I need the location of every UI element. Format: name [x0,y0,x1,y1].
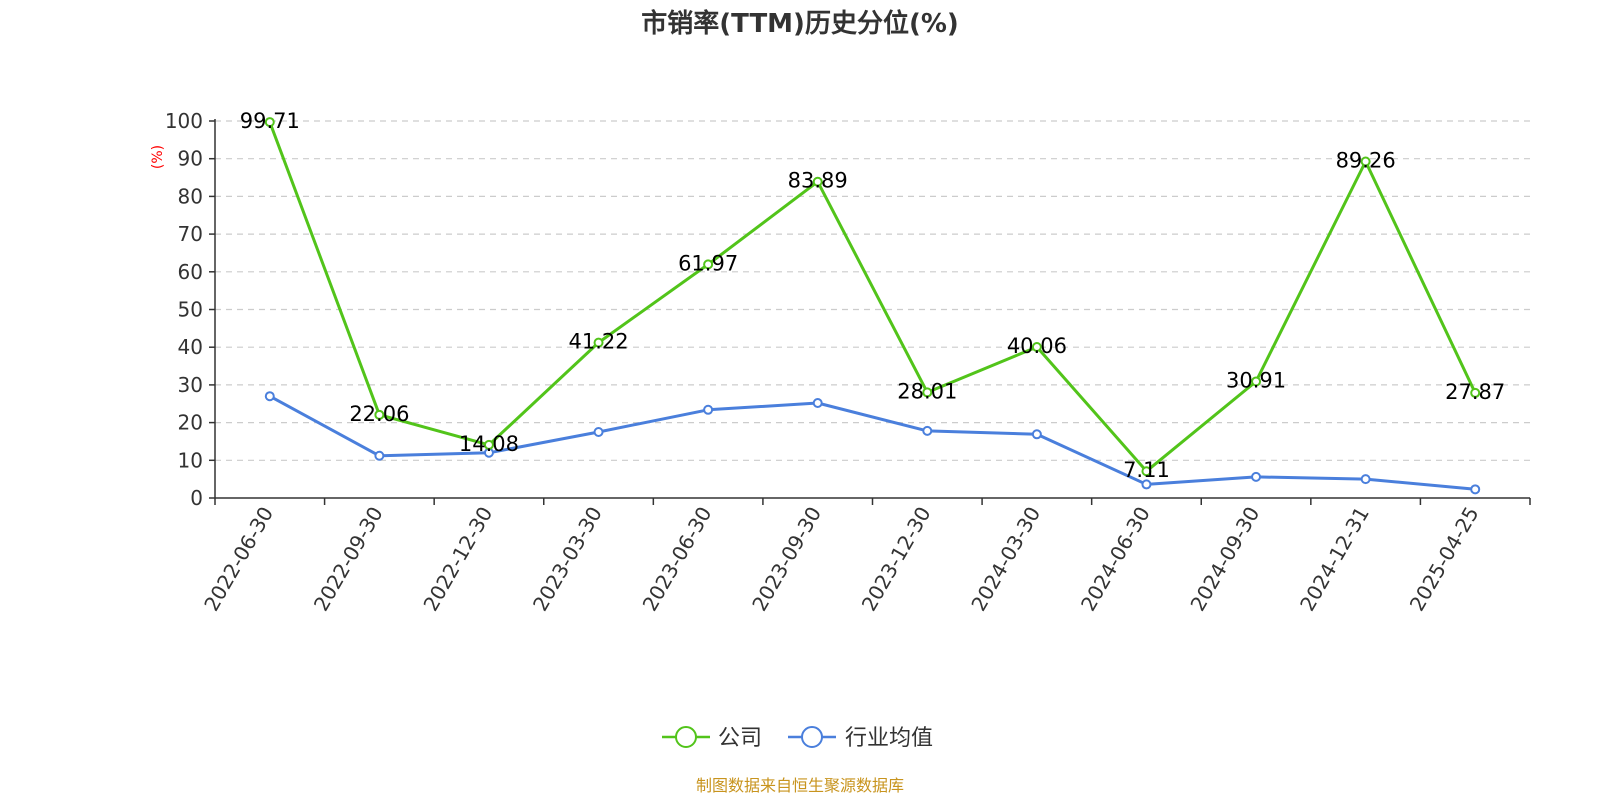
data-point-1 [703,404,714,415]
data-label: 89.26 [1336,148,1396,172]
source-note: 制图数据来自恒生聚源数据库 [696,776,904,795]
axes [209,119,1531,505]
data-label: 83.89 [788,169,848,193]
x-tick-label: 2024-03-30 [966,503,1045,616]
chart-title: 市销率(TTM)历史分位(%) [641,8,959,39]
data-labels: 99.71 22.06 14.08 41.22 61.97 83.89 28.01 40.06… [240,109,1506,482]
data-point-1 [264,391,275,402]
data-label: 40.06 [1007,334,1067,358]
data-label: 7.11 [1123,458,1170,482]
data-point-1 [1470,484,1481,495]
legend-label: 行业均值 [845,726,933,751]
data-point-1 [374,450,385,461]
y-tick-label: 100 [165,109,203,133]
legend-label: 公司 [718,726,762,751]
data-point-1 [922,425,933,436]
y-tick-label: 10 [178,448,203,472]
data-label: 28.01 [897,379,957,403]
x-tick-label: 2024-09-30 [1185,503,1264,616]
series-group [264,117,1481,495]
x-tick-label: 2023-09-30 [747,503,826,616]
data-point-0 [1470,387,1481,398]
data-point-1 [1360,474,1371,485]
legend-item-company[interactable]: 公司 [662,726,762,751]
grid-lines [215,120,1530,461]
series-line-0 [268,121,1477,473]
data-point-0 [1031,341,1042,352]
data-label: 27.87 [1445,380,1505,404]
data-point-1 [812,397,823,408]
y-tick-label: 90 [178,147,203,171]
x-tick-labels: 2022-06-30 2022-09-30 2022-12-30 2023-03-30… [199,503,1483,616]
data-point-0 [1251,376,1262,387]
y-tick-labels: 0 10 20 30 40 50 60 70 80 90 100 [165,109,203,510]
data-point-1 [1031,429,1042,440]
series-line-1 [269,394,1476,491]
legend-marker [675,726,697,748]
data-label: 14.08 [459,432,519,456]
y-tick-label: 70 [178,222,203,246]
legend-item-industry-avg[interactable]: 行业均值 [788,726,933,751]
legend[interactable]: 公司 行业均值 [662,726,933,751]
data-point-0 [1141,466,1152,477]
data-point-1 [1251,471,1262,482]
data-label: 61.97 [678,251,738,275]
y-tick-label: 20 [178,411,203,435]
x-tick-label: 2023-03-30 [528,503,607,616]
x-tick-label: 2022-06-30 [199,503,278,616]
data-label: 41.22 [568,330,628,354]
y-tick-label: 0 [190,486,203,510]
y-tick-label: 40 [178,335,203,359]
data-point-1 [593,427,604,438]
y-tick-label: 30 [178,373,203,397]
legend-marker [801,726,823,748]
y-axis-label: (%) [150,145,166,169]
data-point-0 [374,409,385,420]
x-tick-label: 2023-12-30 [857,503,936,616]
data-point-0 [812,176,823,187]
x-tick-label: 2022-12-30 [418,503,497,616]
x-tick-label: 2022-09-30 [309,503,388,616]
data-point-0 [1360,156,1371,167]
data-point-0 [593,337,604,348]
data-point-0 [264,117,275,128]
y-tick-label: 80 [178,184,203,208]
x-tick-label: 2024-06-30 [1076,503,1155,616]
data-label: 99.71 [240,109,300,133]
data-label: 22.06 [349,402,409,426]
y-tick-label: 50 [178,298,203,322]
x-tick-label: 2023-06-30 [638,503,717,616]
data-point-0 [483,439,494,450]
y-tick-label: 60 [178,260,203,284]
x-tick-label: 2025-04-25 [1405,503,1484,616]
x-tick-label: 2024-12-31 [1295,503,1374,616]
data-label: 30.91 [1226,368,1286,392]
data-point-0 [922,387,933,398]
data-point-0 [703,259,714,270]
data-point-1 [1141,479,1152,490]
